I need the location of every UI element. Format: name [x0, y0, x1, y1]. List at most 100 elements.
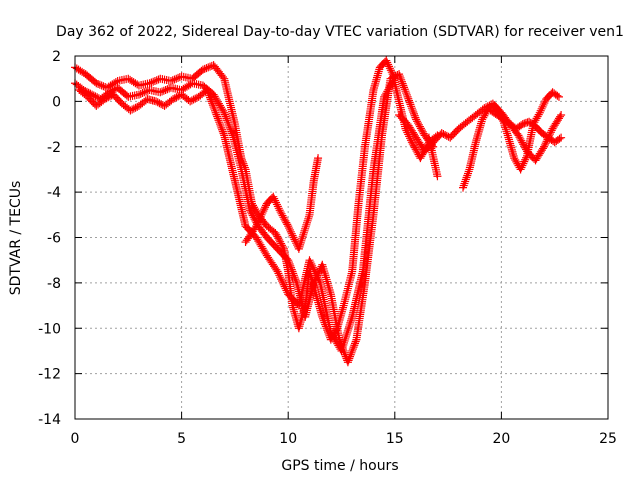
data-point-track-5 [547, 126, 556, 135]
data-point-track-3 [310, 267, 319, 276]
data-point-track-2 [225, 121, 234, 130]
data-point-track-3 [186, 97, 195, 106]
data-point-track-4 [272, 198, 281, 207]
data-point-track-3 [340, 336, 349, 345]
data-point-track-2 [348, 346, 357, 355]
data-point-track-5 [540, 140, 549, 149]
data-point-track-3 [275, 271, 284, 280]
data-point-track-2 [407, 102, 416, 111]
data-point-track-3 [212, 110, 221, 119]
data-point-track-1 [170, 75, 179, 84]
data-point-track-5 [517, 136, 526, 145]
data-point-track-3 [191, 94, 200, 103]
data-point-track-2 [282, 254, 291, 263]
plot-frame [74, 55, 609, 420]
data-point-track-2 [404, 94, 413, 103]
data-point-track-5 [437, 129, 446, 138]
data-point-track-2 [284, 256, 293, 265]
data-point-track-3 [217, 123, 226, 132]
data-point-track-2 [350, 341, 359, 350]
data-point-track-4 [283, 220, 292, 229]
data-point-track-3 [155, 99, 164, 108]
data-point-track-3 [305, 256, 314, 265]
data-point-track-2 [223, 118, 232, 127]
data-point-track-1 [147, 78, 156, 87]
data-point-track-6 [539, 100, 548, 109]
data-point-track-4 [301, 224, 310, 233]
data-point-track-4 [294, 244, 303, 253]
data-point-track-1 [198, 65, 207, 74]
data-point-track-1 [406, 136, 415, 145]
y-tick-label: -4 [47, 185, 61, 201]
data-point-track-3 [215, 120, 224, 129]
data-point-track-4 [260, 205, 269, 214]
data-point-track-2 [412, 115, 421, 124]
data-point-track-3 [204, 89, 213, 98]
data-point-track-7 [557, 133, 566, 142]
data-point-track-3 [340, 338, 349, 347]
data-point-track-3 [206, 95, 215, 104]
data-point-track-4 [278, 211, 287, 220]
data-point-track-2 [407, 104, 416, 113]
data-point-track-2 [134, 90, 143, 99]
data-point-track-3 [346, 316, 355, 325]
data-point-track-1 [168, 76, 177, 85]
y-tick-label: 0 [52, 94, 61, 110]
data-point-track-2 [403, 92, 412, 101]
data-point-track-1 [197, 66, 206, 75]
data-point-track-3 [214, 116, 223, 125]
data-point-track-4 [256, 212, 265, 221]
data-point-track-4 [269, 192, 278, 201]
data-point-track-1 [97, 81, 106, 90]
data-point-track-4 [298, 232, 307, 241]
data-point-track-1 [271, 228, 280, 237]
data-point-track-2 [400, 85, 409, 94]
data-point-track-1 [278, 241, 287, 250]
data-point-track-6 [519, 159, 528, 168]
data-point-track-2 [417, 126, 426, 135]
data-point-track-2 [163, 85, 172, 94]
data-point-track-3 [203, 86, 212, 95]
data-point-track-2 [418, 127, 427, 136]
data-point-track-3 [189, 95, 198, 104]
y-tick-label: -6 [47, 231, 61, 247]
data-point-track-2 [414, 120, 423, 129]
data-point-track-6 [535, 108, 544, 117]
data-point-track-2 [249, 213, 258, 222]
data-point-track-4 [286, 227, 295, 236]
data-point-track-4 [274, 204, 283, 213]
data-point-track-3 [307, 259, 316, 268]
data-point-track-1 [94, 79, 103, 88]
data-point-track-3 [311, 269, 320, 278]
data-point-track-3 [281, 284, 290, 293]
data-point-track-2 [321, 273, 330, 282]
data-point-track-3 [282, 286, 291, 295]
data-point-track-3 [338, 344, 347, 353]
data-point-track-1 [174, 73, 183, 82]
data-point-track-1 [145, 79, 154, 88]
data-point-track-2 [349, 343, 358, 352]
data-point-track-3 [313, 273, 322, 282]
data-point-track-6 [463, 171, 472, 180]
data-point-track-2 [409, 109, 418, 118]
data-point-track-1 [416, 154, 425, 163]
data-point-track-2 [291, 275, 300, 284]
data-point-track-4 [285, 225, 294, 234]
data-point-track-2 [416, 124, 425, 133]
data-point-track-1 [200, 64, 209, 73]
data-point-track-2 [156, 88, 165, 97]
data-point-track-2 [219, 106, 228, 115]
data-point-track-3 [279, 280, 288, 289]
data-point-track-4 [300, 226, 309, 235]
data-point-track-2 [91, 92, 100, 101]
data-point-track-2 [351, 337, 360, 346]
data-point-track-5 [515, 133, 524, 142]
data-point-track-4 [259, 207, 268, 216]
data-point-track-6 [461, 175, 470, 184]
data-point-track-4 [261, 203, 270, 212]
data-point-track-6 [521, 155, 530, 164]
data-point-track-6 [554, 92, 563, 101]
data-point-track-1 [411, 145, 420, 154]
y-tick-label: 2 [52, 49, 61, 65]
data-point-track-5 [540, 142, 549, 151]
